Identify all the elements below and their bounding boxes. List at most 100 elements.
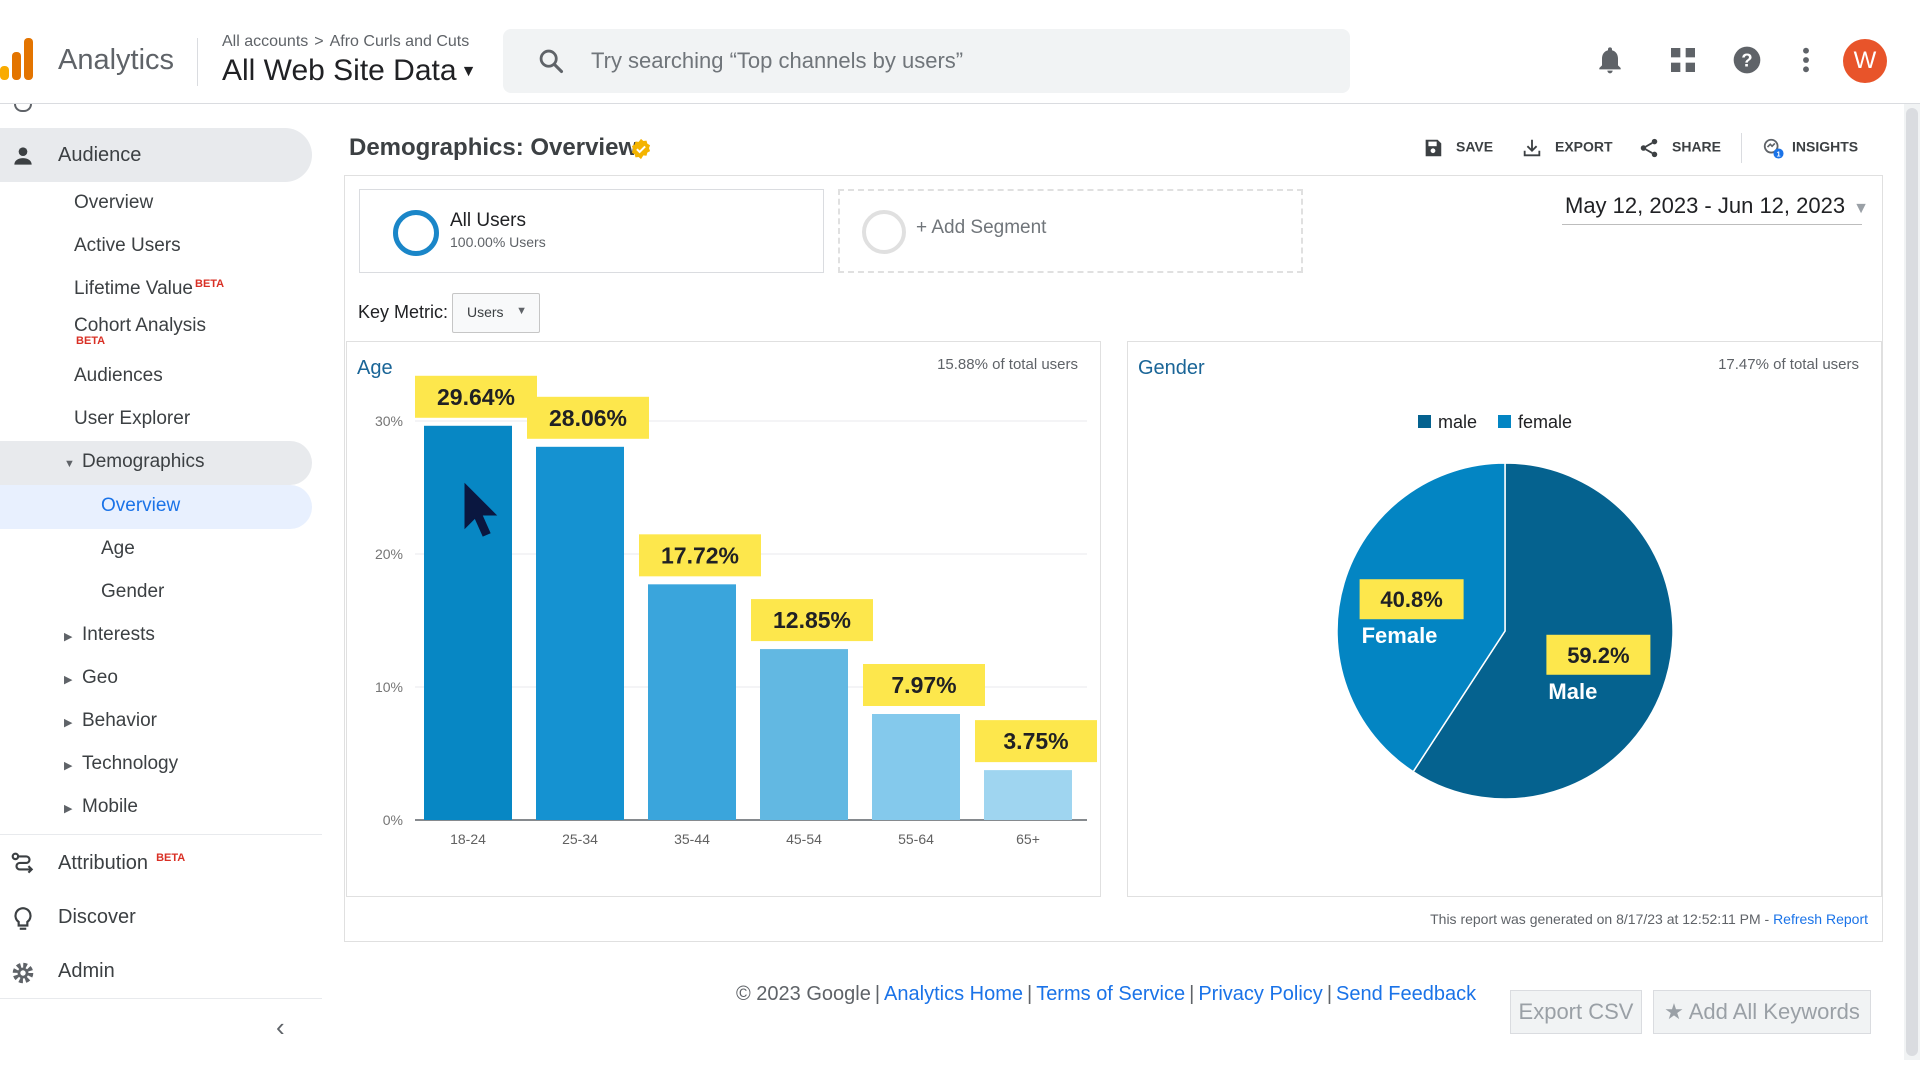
x-tick-label: 45-54 xyxy=(786,831,822,847)
pie-data-label-female: 40.8% xyxy=(1380,587,1442,612)
report-generated-note: This report was generated on 8/17/23 at … xyxy=(1430,911,1868,927)
nav-behavior-label: Behavior xyxy=(82,710,157,731)
nav-demographics-age[interactable]: Age xyxy=(101,538,135,559)
page-title: Demographics: Overview xyxy=(349,134,638,161)
search-bar[interactable] xyxy=(503,29,1350,93)
nav-mobile-label: Mobile xyxy=(82,796,138,817)
nav-active-users[interactable]: Active Users xyxy=(74,235,181,256)
attribution-icon xyxy=(11,852,34,874)
account-avatar[interactable]: W xyxy=(1843,39,1887,83)
export-button[interactable]: EXPORT xyxy=(1521,137,1613,159)
pie-label-background xyxy=(1546,634,1651,675)
breadcrumb-chevron-icon: > xyxy=(314,33,324,50)
nav-lifetime-value-label: Lifetime Value xyxy=(74,278,193,299)
x-tick-label: 55-64 xyxy=(898,831,934,847)
header-divider xyxy=(197,38,198,86)
toolbar-divider xyxy=(1741,133,1742,163)
overview-row-highlight xyxy=(0,485,312,529)
separator: | xyxy=(874,983,881,1005)
nav-demographics-label: Demographics xyxy=(82,451,205,472)
audience-section[interactable] xyxy=(0,128,312,182)
data-label-background xyxy=(527,396,649,439)
footer-links: © 2023 Google | Analytics Home | Terms of Se… xyxy=(736,983,1476,1006)
lightbulb-icon xyxy=(14,907,32,930)
key-metric-label: Key Metric: xyxy=(358,302,449,322)
data-label: 29.64% xyxy=(437,384,515,410)
separator: | xyxy=(1189,983,1195,1005)
beta-badge: BETA xyxy=(156,852,186,864)
age-chart-panel: Age 15.88% of total users 0% 10% 20% 30% 18-… xyxy=(346,341,1101,897)
property-selector[interactable]: All Web Site Data ▼ xyxy=(222,54,476,88)
breadcrumb-root[interactable]: All accounts xyxy=(222,33,309,50)
collapse-nav-chevron-icon[interactable]: ‹ xyxy=(276,1012,285,1042)
save-button[interactable]: SAVE xyxy=(1422,137,1493,159)
nav-attribution-label: Attribution xyxy=(58,852,149,874)
nav-geo[interactable]: ▶ Geo xyxy=(64,667,118,689)
nav-audiences[interactable]: Audiences xyxy=(74,365,163,386)
nav-admin[interactable]: Admin xyxy=(58,960,115,982)
top-app-bar: Analytics All accounts > Afro Curls and Cu… xyxy=(0,0,1920,104)
segment-all-users[interactable]: All Users 100.00% Users xyxy=(359,189,824,273)
nav-audience[interactable]: Audience xyxy=(58,144,142,166)
refresh-report-link[interactable]: Refresh Report xyxy=(1773,911,1868,927)
export-label: EXPORT xyxy=(1555,138,1613,155)
scrollbar-thumb[interactable] xyxy=(1906,108,1918,1056)
add-segment-button[interactable]: + Add Segment xyxy=(838,189,1303,273)
x-tick-label: 65+ xyxy=(1016,831,1040,847)
export-csv-button[interactable]: Export CSV xyxy=(1510,990,1642,1034)
breadcrumb[interactable]: All accounts > Afro Curls and Cuts xyxy=(222,33,469,51)
nav-demographics-overview[interactable]: Overview xyxy=(101,495,181,516)
separator: | xyxy=(1026,983,1033,1005)
nav-interests[interactable]: ▶ Interests xyxy=(64,624,155,646)
help-icon[interactable]: ? xyxy=(1731,44,1763,76)
pie-caption-male: Male xyxy=(1548,679,1597,704)
apps-grid-icon[interactable] xyxy=(1667,44,1699,76)
terms-link[interactable]: Terms of Service xyxy=(1036,983,1186,1005)
dropdown-caret-icon: ▼ xyxy=(1853,200,1869,217)
nav-lifetime-value[interactable]: Lifetime Value BETA xyxy=(74,278,224,300)
segment-ring-icon xyxy=(393,210,439,256)
nav-cohort-analysis[interactable]: Cohort Analysis xyxy=(74,315,207,336)
analytics-home-link[interactable]: Analytics Home xyxy=(884,983,1023,1005)
x-tick-label: 25-34 xyxy=(562,831,598,847)
privacy-link[interactable]: Privacy Policy xyxy=(1198,983,1323,1005)
nav-user-explorer[interactable]: User Explorer xyxy=(74,408,191,429)
breadcrumb-account[interactable]: Afro Curls and Cuts xyxy=(329,33,470,50)
nav-mobile[interactable]: ▶ Mobile xyxy=(64,796,138,818)
share-button[interactable]: SHARE xyxy=(1638,137,1721,159)
legend-label-male: male xyxy=(1438,412,1477,432)
age-bar-55-64 xyxy=(872,713,960,820)
search-input[interactable] xyxy=(589,29,1329,93)
nav-attribution[interactable]: Attribution BETA xyxy=(58,852,185,875)
insights-button[interactable]: 1 INSIGHTS xyxy=(1762,137,1858,159)
notifications-bell-icon[interactable] xyxy=(1594,44,1626,76)
key-metric-select[interactable]: Users ▼ xyxy=(452,293,540,333)
nav-discover[interactable]: Discover xyxy=(58,906,136,928)
verified-badge-icon xyxy=(631,138,651,160)
nav-behavior[interactable]: ▶ Behavior xyxy=(64,710,157,732)
nav-demographics[interactable]: ▼ Demographics xyxy=(64,451,205,473)
more-vert-icon[interactable] xyxy=(1790,44,1822,76)
date-range-underline xyxy=(1562,224,1862,225)
insights-label: INSIGHTS xyxy=(1792,138,1859,155)
collapsed-arrow-icon: ▶ xyxy=(64,803,73,815)
collapsed-arrow-icon: ▶ xyxy=(64,674,73,686)
nav-geo-label: Geo xyxy=(82,667,118,688)
nav-demographics-gender[interactable]: Gender xyxy=(101,581,165,602)
gear-icon xyxy=(12,962,34,984)
save-label: SAVE xyxy=(1456,138,1494,155)
age-bar-35-44 xyxy=(648,584,736,820)
date-range-picker[interactable]: May 12, 2023 - Jun 12, 2023 ▼ xyxy=(1565,193,1869,219)
data-label: 28.06% xyxy=(549,405,627,431)
legend-swatch-female xyxy=(1498,415,1511,428)
insights-icon: 1 xyxy=(1763,138,1784,159)
nav-technology-label: Technology xyxy=(82,753,179,774)
nav-divider xyxy=(0,834,322,835)
nav-technology[interactable]: ▶ Technology xyxy=(64,753,178,775)
data-label-background xyxy=(415,375,537,418)
age-bar-25-34 xyxy=(536,446,624,820)
feedback-link[interactable]: Send Feedback xyxy=(1336,983,1477,1005)
add-all-keywords-button[interactable]: ★ Add All Keywords xyxy=(1653,990,1871,1034)
page-scrollbar[interactable] xyxy=(1904,104,1920,1060)
nav-overview[interactable]: Overview xyxy=(74,192,154,213)
